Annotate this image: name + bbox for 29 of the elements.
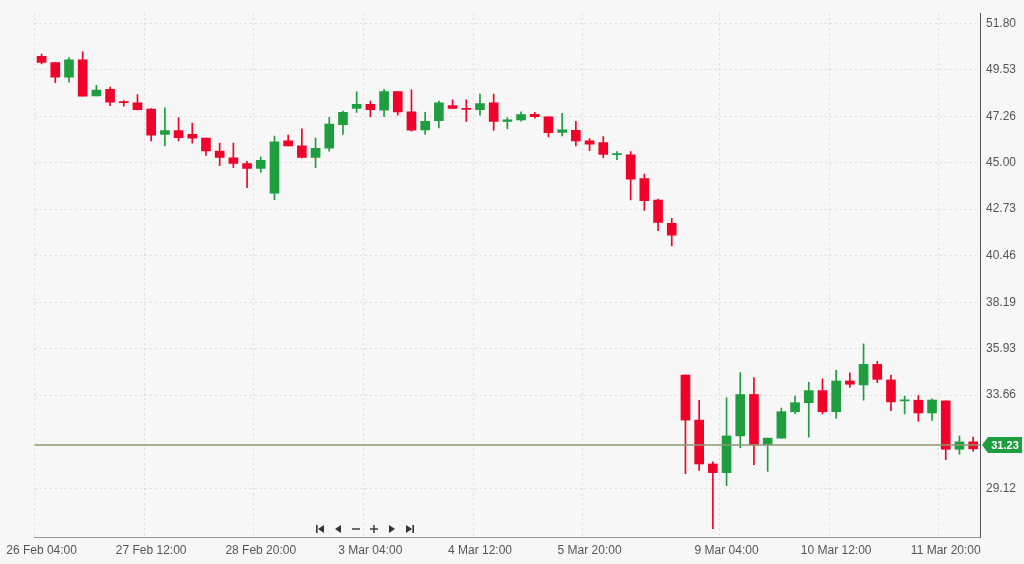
y-tick-label: 35.93 — [986, 340, 1017, 355]
y-tick-label: 33.66 — [986, 387, 1017, 402]
x-tick-label: 5 Mar 20:00 — [557, 543, 622, 558]
x-tick-label: 10 Mar 12:00 — [800, 543, 872, 558]
candlestick — [187, 122, 198, 144]
candlestick — [242, 160, 252, 188]
x-tick-label: 27 Feb 12:00 — [115, 543, 187, 558]
y-tick-label: 51.80 — [986, 15, 1017, 30]
x-tick-label: 28 Feb 20:00 — [225, 543, 297, 558]
y-tick-label: 38.19 — [986, 294, 1017, 309]
candlestick — [612, 151, 622, 160]
candlestick — [845, 372, 855, 388]
y-tick-label: 49.53 — [986, 62, 1017, 77]
candlestick — [160, 107, 170, 147]
y-tick-label: 29.12 — [986, 480, 1017, 495]
y-tick-label: 45.00 — [986, 154, 1017, 169]
y-tick-label: 42.73 — [986, 201, 1017, 216]
y-tick-label: 47.26 — [986, 108, 1017, 123]
x-tick-label: 4 Mar 12:00 — [447, 543, 513, 558]
x-tick-label: 9 Mar 04:00 — [694, 543, 759, 558]
x-tick-label: 11 Mar 20:00 — [910, 543, 981, 558]
ref-line-label: 31.23 — [991, 438, 1019, 451]
x-tick-label: 26 Feb 04:00 — [6, 543, 78, 558]
candlestick — [461, 99, 472, 122]
candlestick — [557, 113, 567, 137]
candlestick — [803, 381, 814, 438]
y-tick-label: 40.46 — [986, 248, 1017, 263]
x-tick-label: 3 Mar 04:00 — [338, 543, 403, 558]
candlestick — [708, 461, 718, 529]
